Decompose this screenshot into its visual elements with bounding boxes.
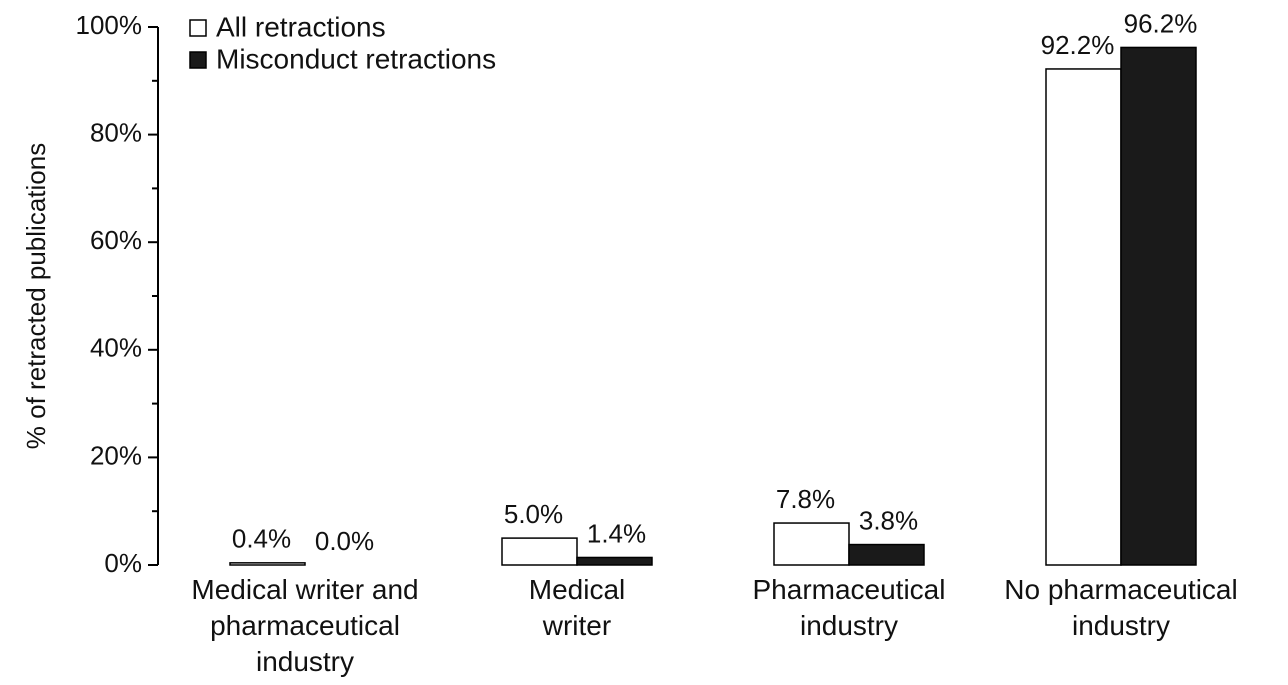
legend-label: All retractions	[216, 11, 386, 42]
x-tick-label: No pharmaceutical industry	[1004, 574, 1238, 641]
y-tick-label: 0%	[104, 548, 142, 578]
bar	[1045, 68, 1122, 566]
value-label: 0.4%	[232, 524, 291, 554]
value-label: 7.8%	[776, 484, 835, 514]
bar	[576, 556, 653, 566]
x-tick-label: Medical writer	[528, 574, 626, 641]
value-label: 5.0%	[504, 499, 563, 529]
value-label: 3.8%	[859, 505, 918, 535]
x-tick-label: Pharmaceutical industry	[752, 574, 946, 641]
bar	[773, 522, 850, 566]
bar	[229, 562, 306, 566]
bar	[501, 537, 578, 566]
x-tick-label: Medical writer and pharmaceutical indust…	[191, 574, 419, 677]
legend-label: Misconduct retractions	[216, 43, 496, 74]
y-tick-label: 40%	[90, 333, 142, 363]
bar	[848, 543, 925, 566]
y-tick-label: 20%	[90, 440, 142, 470]
y-axis-label: % of retracted publications	[21, 143, 51, 449]
legend-swatch	[189, 51, 207, 69]
value-label: 96.2%	[1124, 8, 1198, 38]
y-tick-label: 80%	[90, 117, 142, 147]
value-label: 92.2%	[1041, 30, 1115, 60]
value-label: 1.4%	[587, 518, 646, 548]
value-label: 0.0%	[315, 526, 374, 556]
legend-swatch	[189, 19, 207, 37]
y-tick-label: 60%	[90, 225, 142, 255]
y-tick-label: 100%	[76, 10, 143, 40]
bar	[1120, 46, 1197, 566]
